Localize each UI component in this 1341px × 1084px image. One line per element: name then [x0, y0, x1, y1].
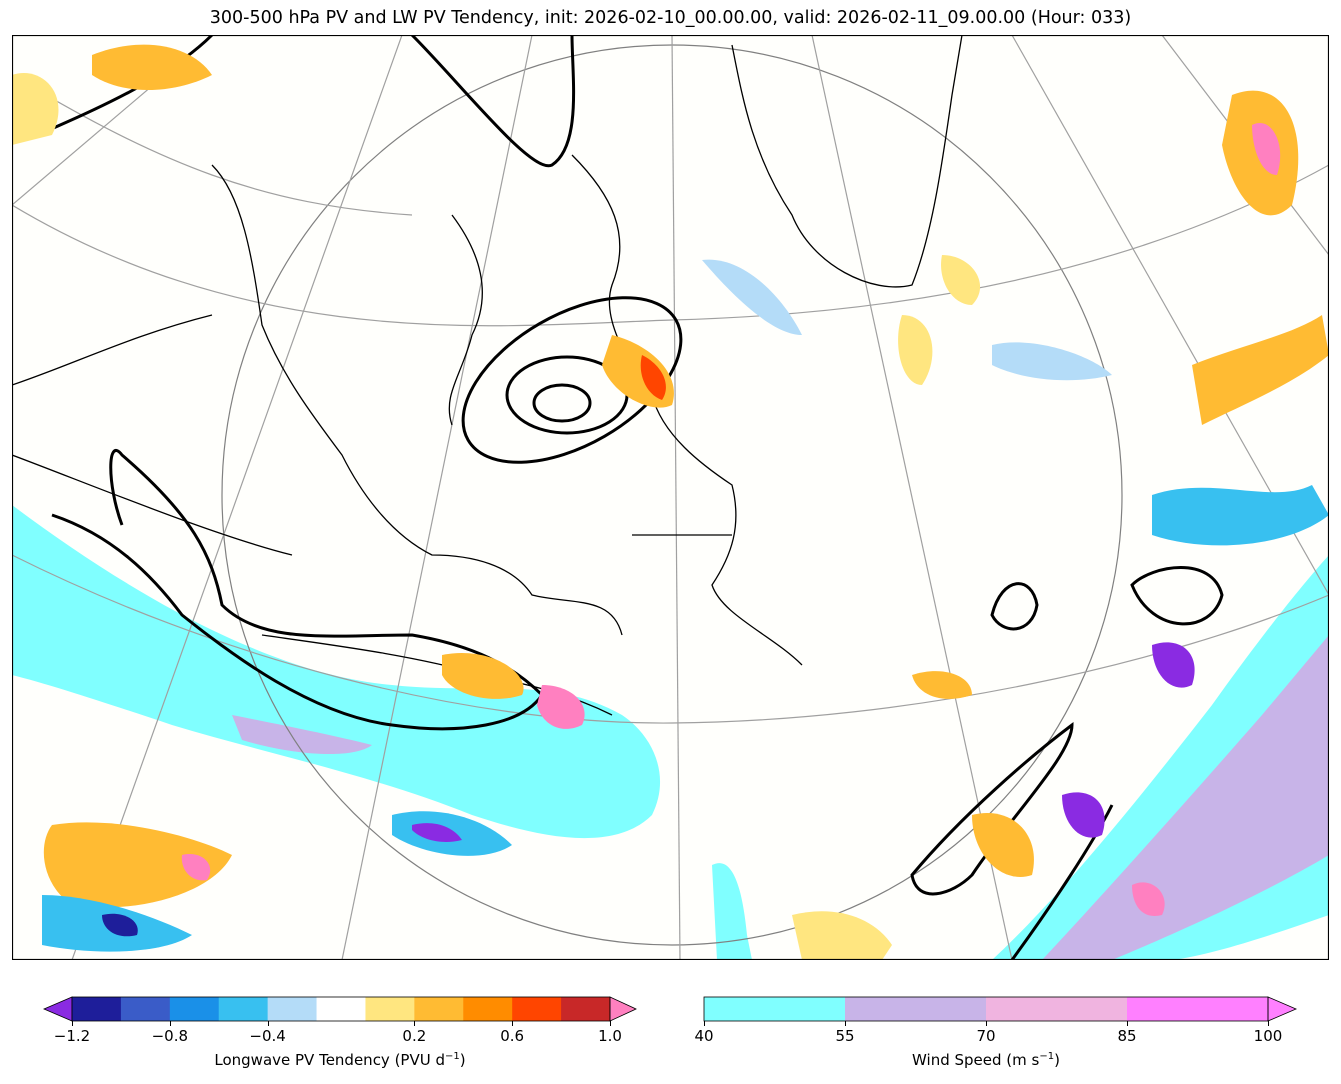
map-panel	[11, 33, 1330, 961]
colorbar-pv-tendency-label-text: Longwave PV Tendency (PVU d	[214, 1051, 446, 1069]
jet-streak-west	[12, 505, 661, 839]
colorbar-pv-tendency-tick	[610, 1021, 611, 1026]
colorbar-pv-tendency-tick-label: 0.6	[500, 1027, 525, 1045]
pv-low-outer	[461, 296, 683, 464]
jet-core-west	[232, 715, 372, 755]
map-background	[12, 35, 1329, 960]
colorbar-pv-tendency-tick	[414, 1021, 416, 1026]
graticule	[11, 34, 1330, 961]
colorbar-wind-speed-tick	[986, 1021, 987, 1026]
colorbar-pv-tendency-tick-label: 0.2	[402, 1027, 427, 1045]
pv-contour-north2	[410, 33, 576, 168]
colorbar-pv-tendency-extend-low	[42, 996, 73, 1022]
colorbar-pv-tendency	[40, 990, 640, 1030]
map-canvas	[11, 33, 1330, 961]
jet-core-east	[1042, 635, 1329, 960]
colorbar-wind-speed-tick	[1127, 1021, 1128, 1026]
colorbar-wind-speed-tick-label: 100	[1253, 1027, 1283, 1045]
colorbar-wind-speed-tick-label: 70	[976, 1027, 996, 1045]
colorbar-wind-speed-tick	[1268, 1021, 1269, 1026]
colorbar-pv-tendency-segment	[463, 997, 513, 1021]
colorbar-wind-speed-tick-label: 40	[694, 1027, 714, 1045]
map-border	[11, 34, 1330, 961]
colorbar-wind-speed-label-sup: −1	[1039, 1051, 1055, 1062]
colorbar-wind-speed	[700, 990, 1300, 1030]
jet-south	[712, 863, 752, 960]
colorbar-pv-tendency-tick	[72, 1021, 73, 1026]
colorbar-pv-tendency-segment	[365, 997, 415, 1021]
colorbar-pv-tendency-tick-label: −1.2	[53, 1027, 91, 1045]
colorbar-pv-tendency-segment	[561, 997, 611, 1021]
colorbar-pv-tendency-label-end: )	[459, 1051, 466, 1069]
colorbar-pv-tendency-tick-label: −0.4	[249, 1027, 286, 1045]
colorbar-wind-speed-tick-label: 55	[835, 1027, 855, 1045]
colorbar-wind-speed-segment	[986, 997, 1128, 1021]
colorbar-wind-speed-graphic	[703, 996, 1298, 1022]
pv-streamer	[910, 721, 1074, 896]
colorbar-wind-speed-tick	[845, 1021, 846, 1026]
colorbar-pv-tendency-graphic	[42, 996, 637, 1022]
colorbar-pv-tendency-segment	[120, 997, 171, 1021]
colorbar-pv-tendency-segment	[414, 997, 464, 1021]
pv-contour-east2	[1130, 566, 1224, 626]
colorbar-wind-speed-tick	[704, 1021, 705, 1026]
colorbar-pv-tendency-label: Longwave PV Tendency (PVU d−1)	[40, 1051, 640, 1069]
colorbar-wind-speed-label: Wind Speed (m s−1)	[686, 1051, 1286, 1069]
colorbar-pv-tendency-tick-label: −0.8	[151, 1027, 189, 1045]
colorbar-pv-tendency-label-sup: −1	[445, 1051, 460, 1062]
colorbar-pv-tendency-segment	[72, 997, 122, 1021]
pv-low-inner	[532, 383, 592, 423]
colorbar-pv-tendency-segment	[267, 997, 318, 1021]
pv-tendency-shading	[12, 44, 1329, 960]
colorbar-wind-speed-tick-label: 85	[1117, 1027, 1137, 1045]
colorbar-pv-tendency-extend-high	[609, 996, 637, 1022]
colorbar-pv-tendency-segment	[316, 997, 366, 1021]
colorbar-wind-speed-segment	[1127, 997, 1269, 1021]
colorbar-pv-tendency-tick-label: 1.0	[598, 1027, 622, 1045]
colorbar-wind-speed-segment	[704, 997, 846, 1021]
colorbar-pv-tendency-tick	[512, 1021, 514, 1026]
colorbar-pv-tendency-tick	[169, 1021, 171, 1026]
coastlines	[11, 34, 963, 716]
colorbar-wind-speed-extend-high	[1267, 996, 1298, 1022]
colorbar-pv-tendency-tick	[267, 1021, 269, 1026]
pv-contour-east	[990, 582, 1039, 631]
colorbar-pv-tendency-frame	[71, 996, 611, 1022]
colorbar-pv-tendency-segment	[512, 997, 562, 1021]
colorbar-wind-speed-segment	[845, 997, 987, 1021]
colorbar-wind-speed-label-end: )	[1054, 1051, 1060, 1069]
colorbar-pv-tendency-segment	[169, 997, 220, 1021]
colorbar-pv-tendency-segment	[218, 997, 269, 1021]
colorbar-wind-speed-label-text: Wind Speed (m s	[912, 1051, 1040, 1069]
figure-title: 300-500 hPa PV and LW PV Tendency, init:…	[209, 8, 1132, 28]
